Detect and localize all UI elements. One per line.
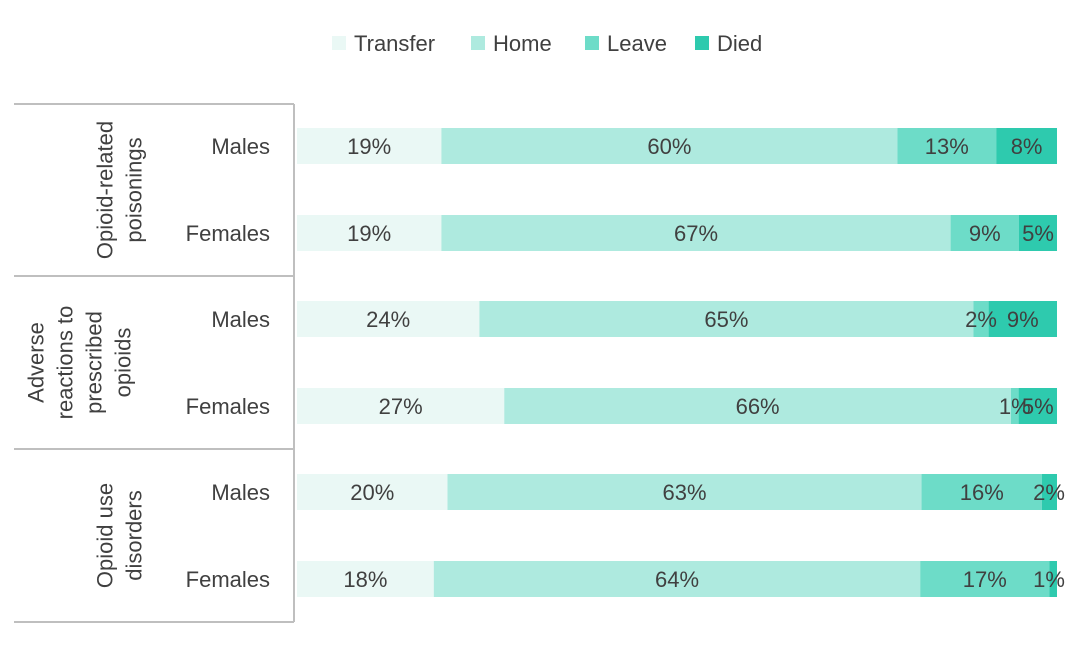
bar-segment-home: [441, 128, 898, 164]
data-label-home: 65%: [704, 307, 748, 332]
bar-row: 18% 64% 17% 1%: [297, 561, 1065, 597]
legend-swatch-transfer: [332, 36, 346, 50]
row-label-males: Males: [211, 480, 270, 505]
data-label-home: 67%: [674, 221, 718, 246]
data-label-died: 1%: [1033, 567, 1065, 592]
bar-segment-home: [447, 474, 922, 510]
bar-segment-leave: [897, 128, 997, 164]
bar-segment-leave: [1010, 388, 1019, 424]
bar-row: 20% 63% 16% 2%: [297, 474, 1065, 510]
group-label: Adverse reactions to prescribed opioids: [24, 306, 136, 420]
data-label-transfer: 24%: [366, 307, 410, 332]
bar-segment-leave: [921, 474, 1042, 510]
data-label-home: 63%: [663, 480, 707, 505]
row-label-females: Females: [186, 221, 270, 246]
group-label: Opioid use disorders: [93, 483, 147, 588]
bar-row: 24% 65% 2% 9%: [297, 301, 1057, 337]
data-label-transfer: 19%: [347, 134, 391, 159]
bar-segment-transfer: [297, 561, 434, 597]
bar-row: 19% 60% 13% 8%: [297, 128, 1057, 164]
bar-segment-transfer: [297, 388, 505, 424]
data-label-leave: 17%: [963, 567, 1007, 592]
row-label-males: Males: [211, 307, 270, 332]
data-label-transfer: 19%: [347, 221, 391, 246]
legend-label-died: Died: [717, 31, 762, 56]
bar-segment-died: [988, 301, 1057, 337]
data-label-transfer: 18%: [343, 567, 387, 592]
bar-segment-died: [1019, 215, 1057, 251]
bar-segment-died: [1049, 561, 1057, 597]
bar-segment-transfer: [297, 474, 448, 510]
bar-row: 27% 66% 1%5%: [297, 388, 1057, 424]
data-label-died: 5%: [1022, 394, 1054, 419]
data-label-leave: 9%: [969, 221, 1001, 246]
bar-row: 19% 67% 9% 5%: [297, 215, 1057, 251]
bar-segment-died: [996, 128, 1057, 164]
data-label-leave: 1%: [999, 394, 1031, 419]
data-label-home: 66%: [736, 394, 780, 419]
bar-segment-leave: [920, 561, 1050, 597]
bar-segment-home: [504, 388, 1011, 424]
data-label-leave: 2%: [965, 307, 997, 332]
legend-swatch-died: [695, 36, 709, 50]
bar-segment-home: [479, 301, 974, 337]
data-label-leave: 16%: [960, 480, 1004, 505]
row-label-males: Males: [211, 134, 270, 159]
bar-segment-died: [1018, 388, 1057, 424]
category-axis: Opioid-related poisonings Adverse reactions…: [14, 103, 295, 623]
plot-area: 19% 60% 13% 8%19% 67% 9% 5%24% 65% 2% 9%27% 66% 1%5…: [297, 128, 1065, 597]
data-label-home: 64%: [655, 567, 699, 592]
data-label-transfer: 27%: [379, 394, 423, 419]
bar-segment-home: [433, 561, 921, 597]
bar-segment-leave: [950, 215, 1019, 251]
legend-swatch-home: [471, 36, 485, 50]
data-label-died: 9%: [1007, 307, 1039, 332]
row-label-females: Females: [186, 567, 270, 592]
chart-legend: Transfer Home Leave Died: [332, 31, 762, 56]
data-label-died: 5%: [1022, 221, 1054, 246]
data-label-died: 2%: [1033, 480, 1065, 505]
group-label: Opioid-related poisonings: [93, 121, 147, 259]
legend-label-home: Home: [493, 31, 552, 56]
data-label-transfer: 20%: [350, 480, 394, 505]
row-label-females: Females: [186, 394, 270, 419]
data-label-died: 8%: [1011, 134, 1043, 159]
data-label-home: 60%: [647, 134, 691, 159]
bar-segment-transfer: [297, 301, 480, 337]
legend-label-transfer: Transfer: [354, 31, 435, 56]
bar-segment-transfer: [297, 128, 442, 164]
bar-segment-transfer: [297, 215, 442, 251]
legend-swatch-leave: [585, 36, 599, 50]
bar-segment-leave: [973, 301, 989, 337]
bar-segment-died: [1041, 474, 1057, 510]
bar-segment-home: [441, 215, 951, 251]
data-label-leave: 13%: [925, 134, 969, 159]
legend-label-leave: Leave: [607, 31, 667, 56]
